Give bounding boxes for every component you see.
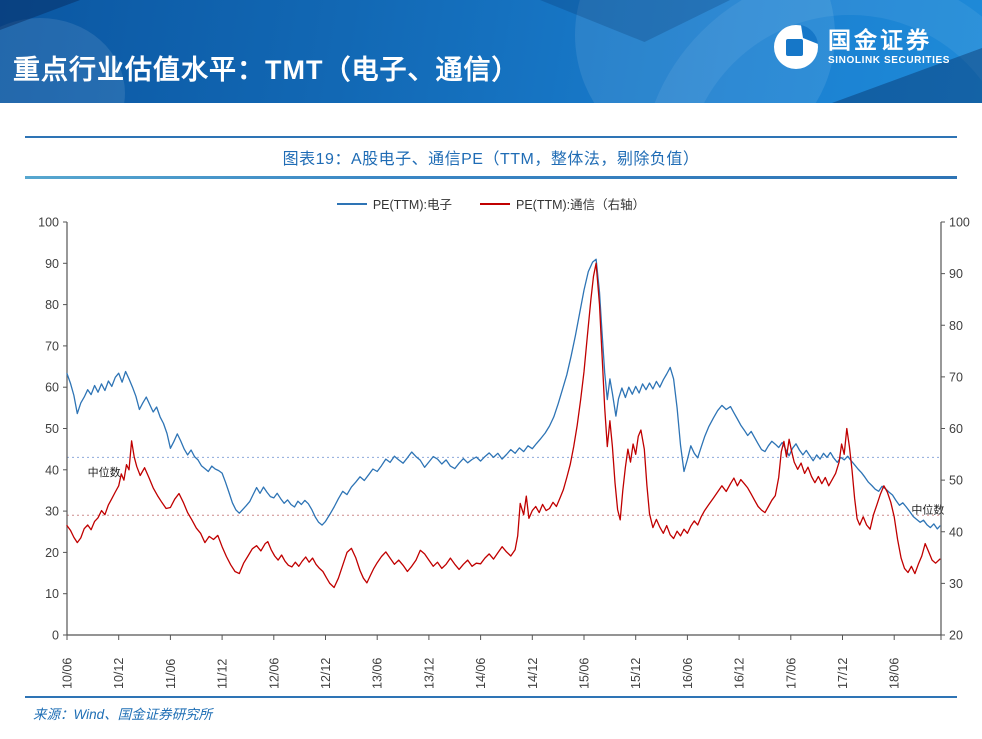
- logo-chinese-name: 国金证券: [828, 26, 933, 53]
- right-axis-label: 40: [949, 525, 963, 539]
- median-annotation: 中位数: [88, 465, 121, 479]
- x-axis-label: 10/12: [112, 658, 126, 689]
- legend-item-telecom: PE(TTM):通信（右轴）: [480, 194, 645, 213]
- x-axis-label: 12/12: [319, 658, 333, 689]
- divider-line-bottom: [25, 176, 957, 179]
- page-title: 重点行业估值水平：TMT（电子、通信）: [13, 55, 520, 85]
- left-axis-label: 30: [45, 505, 59, 519]
- x-axis-label: 12/06: [267, 658, 281, 689]
- telecom-line-swatch-icon: [480, 202, 510, 205]
- left-axis-label: 50: [45, 422, 59, 436]
- left-axis-label: 90: [45, 257, 59, 271]
- x-axis-label: 15/06: [578, 658, 592, 689]
- legend-label: PE(TTM):电子: [372, 198, 452, 212]
- left-axis-label: 80: [45, 298, 59, 312]
- right-axis-label: 70: [949, 370, 963, 384]
- x-axis-label: 17/12: [836, 658, 850, 689]
- right-axis-label: 90: [949, 267, 963, 281]
- footer-divider-line: [25, 696, 957, 698]
- left-axis-label: 20: [45, 546, 59, 560]
- electronics-line-swatch-icon: [336, 202, 367, 205]
- x-axis-label: 15/12: [629, 658, 643, 689]
- source-note: 来源：Wind、国金证券研究所: [33, 707, 213, 722]
- x-axis-label: 14/12: [526, 658, 540, 689]
- right-axis-label: 50: [949, 474, 963, 488]
- sinolink-logo: 国金证券 SINOLINK SECURITIES: [773, 24, 950, 70]
- series-line-electronics: [66, 258, 941, 530]
- x-axis-label: 17/06: [784, 658, 798, 689]
- x-axis-label: 13/06: [371, 658, 385, 689]
- left-axis-label: 70: [45, 339, 59, 353]
- left-axis-label: 10: [45, 587, 59, 601]
- right-axis-label: 60: [949, 422, 963, 436]
- legend-label: PE(TTM):通信（右轴）: [516, 198, 646, 212]
- x-axis-label: 10/06: [61, 658, 75, 689]
- right-axis-label: 30: [949, 577, 963, 591]
- x-axis-label: 11/12: [216, 659, 230, 689]
- x-axis-label: 18/06: [888, 658, 902, 689]
- right-axis-label: 100: [949, 216, 970, 230]
- x-axis-label: 14/06: [474, 658, 488, 689]
- chart-legend: PE(TTM):电子 PE(TTM):通信（右轴）: [0, 194, 982, 213]
- median-annotation: 中位数: [911, 503, 944, 517]
- logo-english-name: SINOLINK SECURITIES: [828, 54, 950, 66]
- left-axis-label: 0: [52, 629, 59, 643]
- left-axis-label: 40: [45, 463, 59, 477]
- right-axis-label: 20: [949, 629, 963, 643]
- logo-text: 国金证券 SINOLINK SECURITIES: [828, 26, 950, 66]
- x-axis-label: 11/06: [164, 659, 178, 689]
- sinolink-coin-icon: [774, 25, 819, 69]
- left-axis-label: 100: [38, 216, 59, 230]
- right-axis-label: 80: [949, 319, 963, 333]
- legend-item-electronics: PE(TTM):电子: [336, 194, 452, 213]
- x-axis-label: 16/06: [681, 658, 695, 689]
- divider-line-top: [25, 136, 957, 138]
- series-line-telecom: [66, 262, 941, 589]
- x-axis-label: 16/12: [733, 658, 747, 689]
- x-axis-label: 13/12: [422, 658, 436, 689]
- figure-title: 图表19：A股电子、通信PE（TTM，整体法，剔除负值）: [282, 151, 700, 168]
- left-axis-label: 60: [45, 381, 59, 395]
- slide-header-banner: 重点行业估值水平：TMT（电子、通信） 国金证券 SINOLINK SECURI…: [0, 0, 982, 103]
